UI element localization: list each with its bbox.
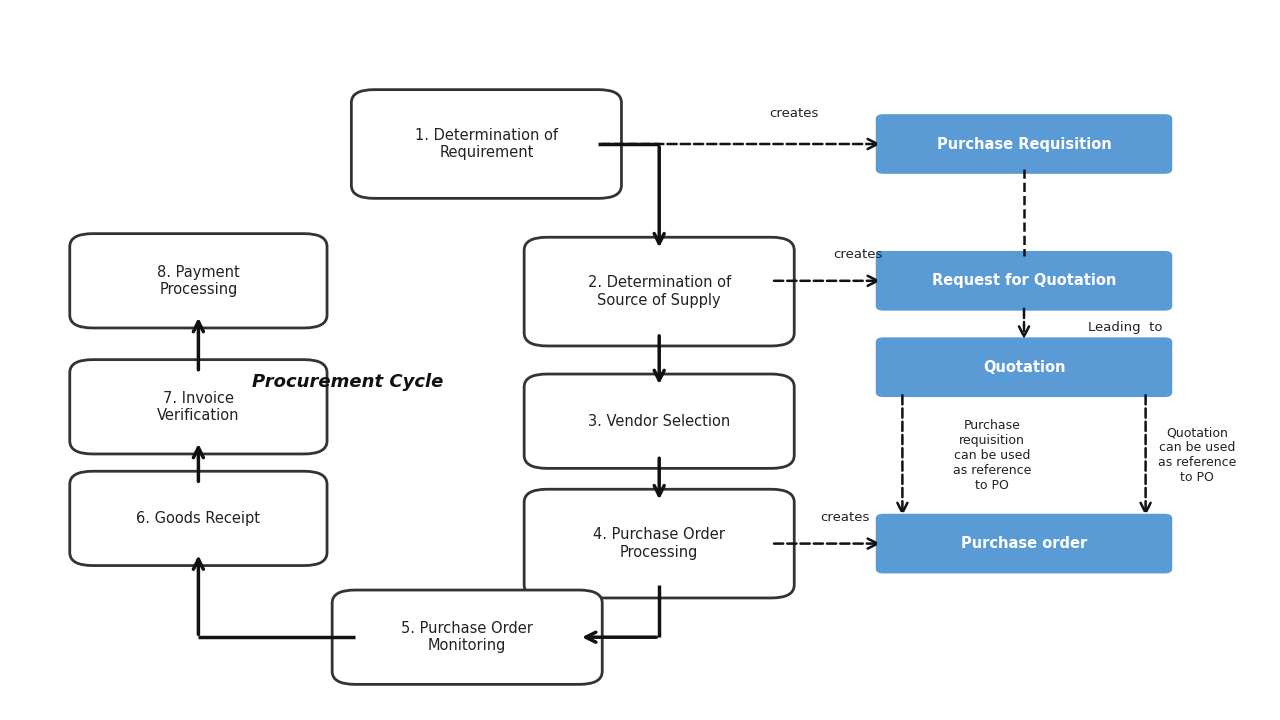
Text: Purchase Requisition: Purchase Requisition [937, 137, 1111, 151]
Text: creates: creates [769, 107, 818, 120]
FancyBboxPatch shape [333, 590, 602, 684]
FancyBboxPatch shape [69, 471, 328, 566]
FancyBboxPatch shape [525, 374, 794, 469]
Text: 6. Goods Receipt: 6. Goods Receipt [137, 511, 260, 526]
Text: Purchase
requisition
can be used
as reference
to PO: Purchase requisition can be used as refe… [952, 418, 1032, 492]
Text: 7. Invoice
Verification: 7. Invoice Verification [157, 390, 239, 423]
Text: Procurement Cycle: Procurement Cycle [252, 373, 444, 390]
FancyBboxPatch shape [351, 89, 622, 198]
FancyBboxPatch shape [877, 338, 1171, 396]
Text: creates: creates [820, 511, 869, 524]
FancyBboxPatch shape [69, 360, 328, 454]
Text: 1. Determination of
Requirement: 1. Determination of Requirement [415, 127, 558, 161]
Text: Quotation: Quotation [983, 360, 1065, 374]
Text: creates: creates [833, 248, 882, 261]
FancyBboxPatch shape [877, 252, 1171, 310]
Text: 5. Purchase Order
Monitoring: 5. Purchase Order Monitoring [401, 621, 534, 654]
Text: 8. Payment
Processing: 8. Payment Processing [157, 265, 239, 297]
FancyBboxPatch shape [877, 115, 1171, 173]
Text: Request for Quotation: Request for Quotation [932, 274, 1116, 288]
FancyBboxPatch shape [525, 238, 794, 346]
Text: Leading  to: Leading to [1088, 321, 1162, 334]
FancyBboxPatch shape [525, 490, 794, 598]
Text: Quotation
can be used
as reference
to PO: Quotation can be used as reference to PO [1157, 426, 1236, 484]
FancyBboxPatch shape [877, 515, 1171, 572]
Text: Purchase order: Purchase order [961, 536, 1087, 551]
Text: 2. Determination of
Source of Supply: 2. Determination of Source of Supply [588, 276, 731, 308]
FancyBboxPatch shape [69, 233, 328, 328]
Text: 3. Vendor Selection: 3. Vendor Selection [588, 414, 731, 428]
Text: 4. Purchase Order
Processing: 4. Purchase Order Processing [593, 527, 726, 560]
